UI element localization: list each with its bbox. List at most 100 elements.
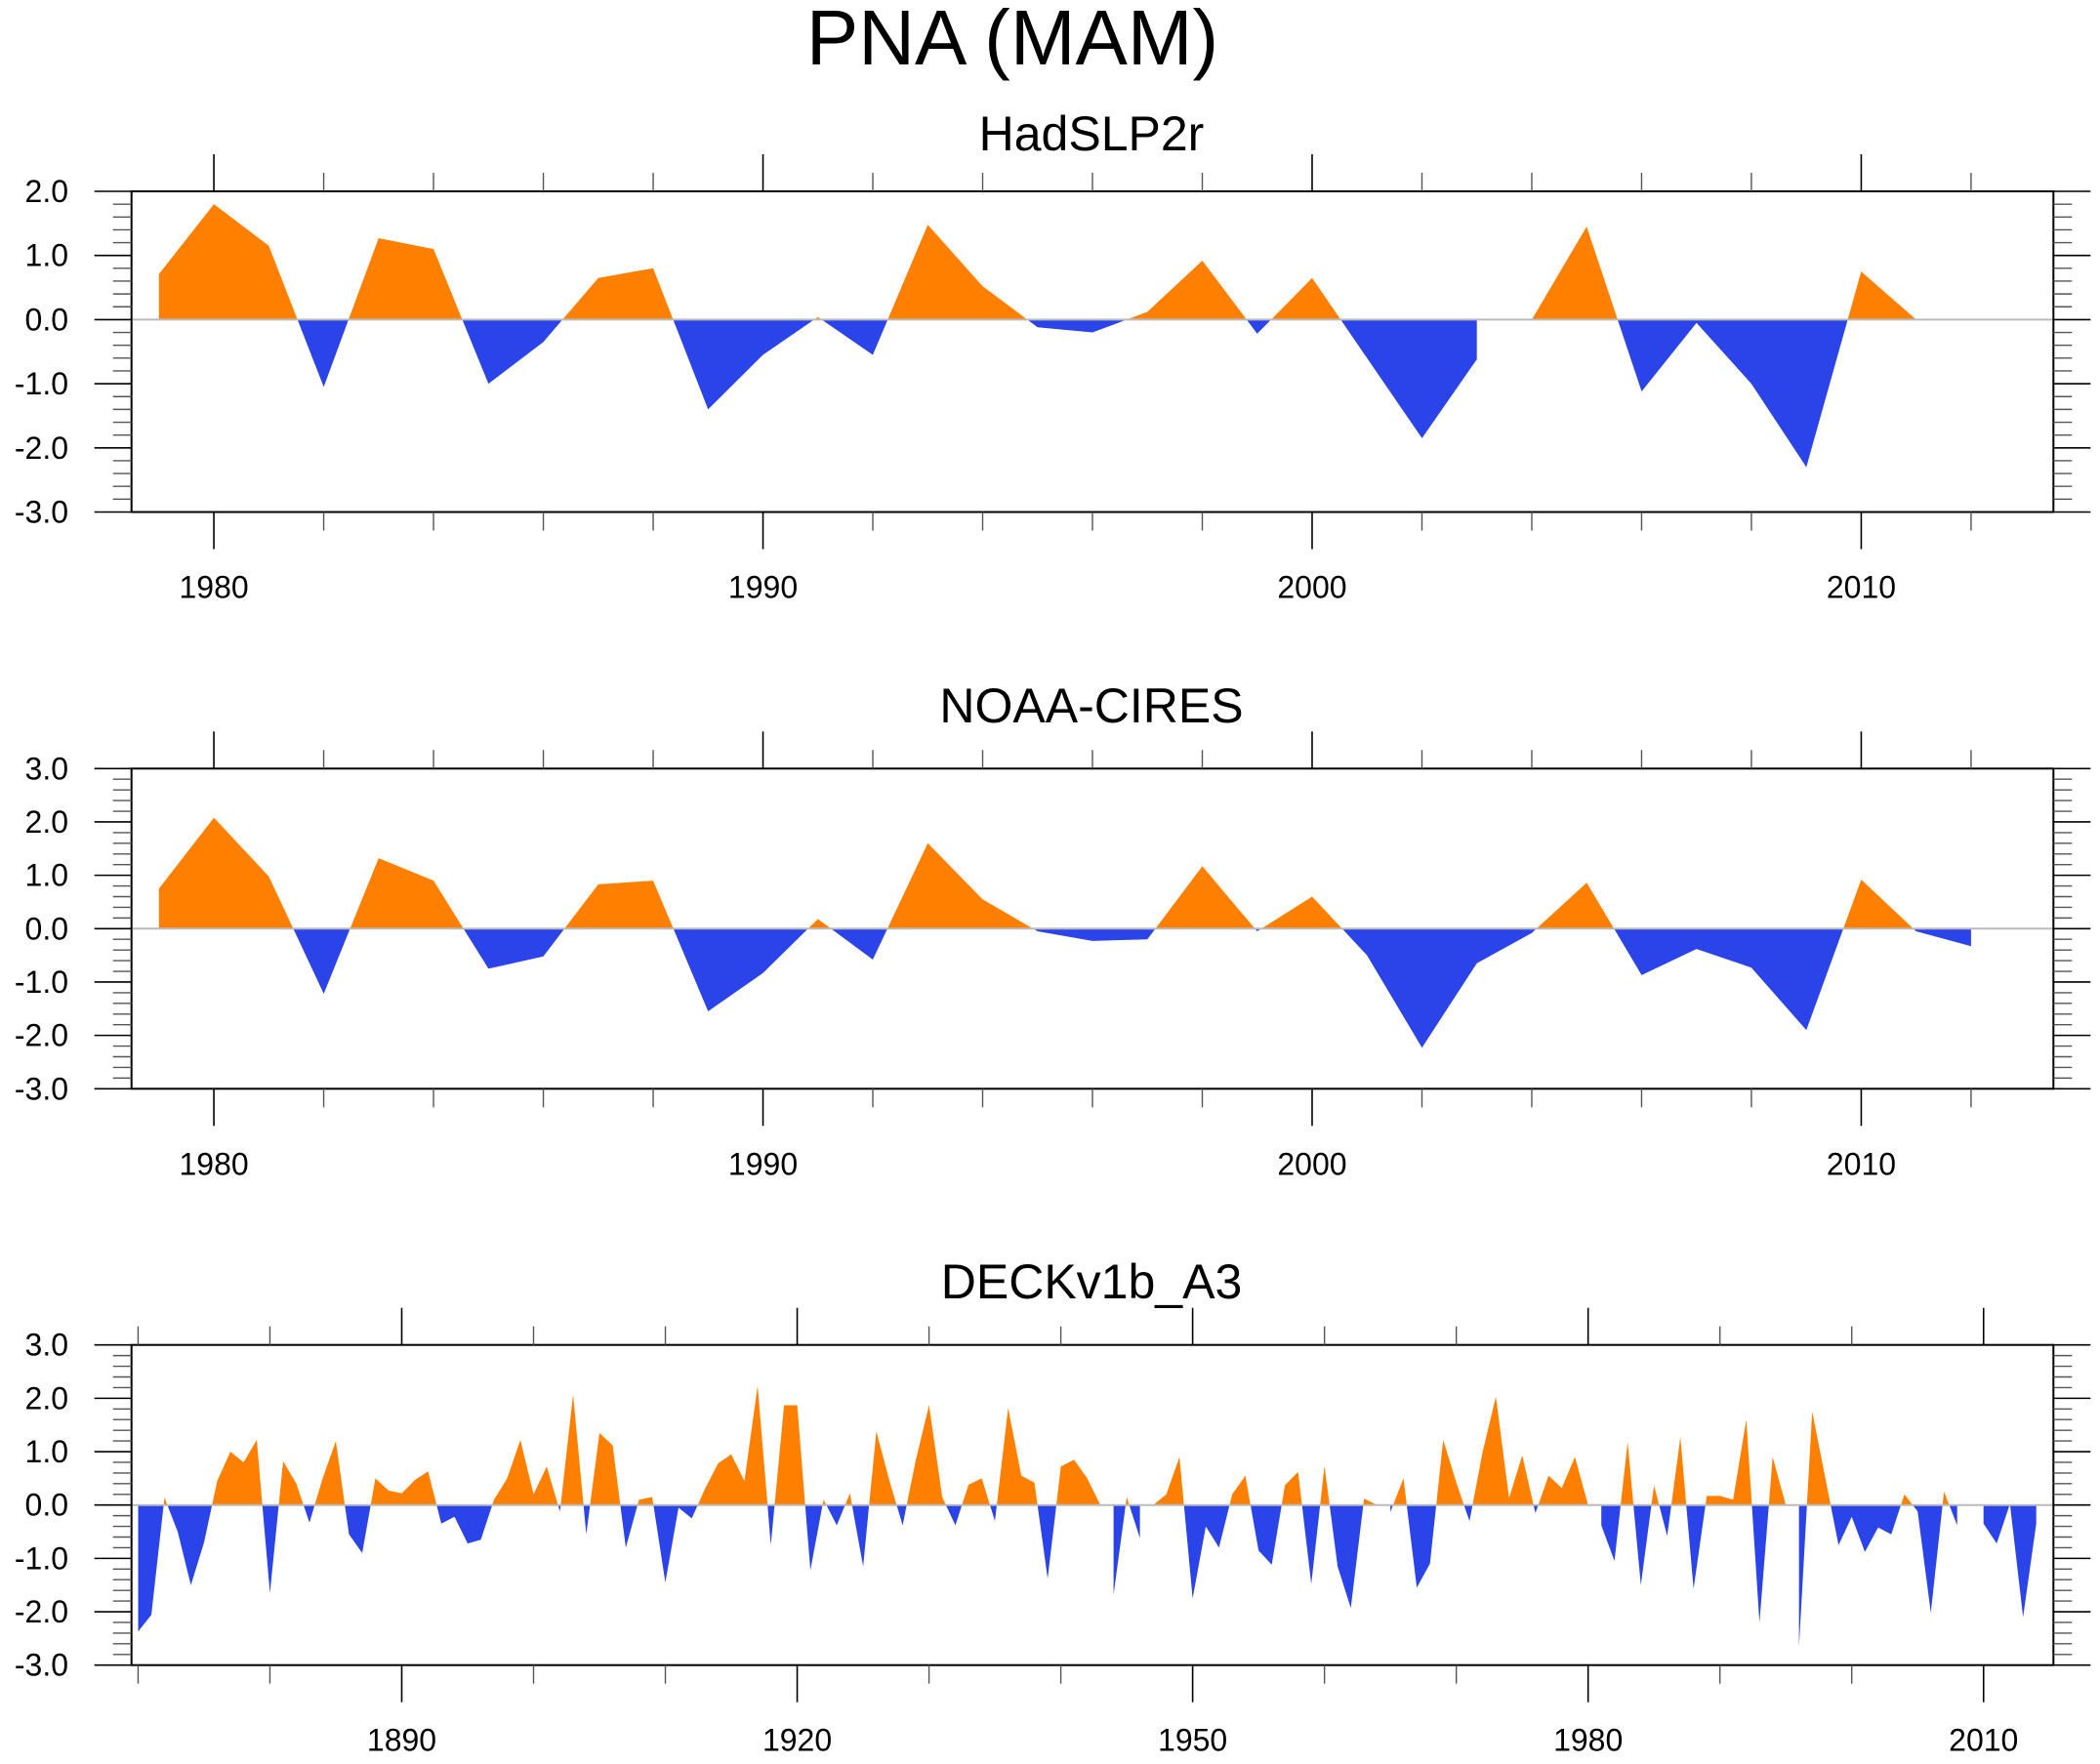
y-tick-label-deckv1b-a3: 3.0 xyxy=(25,1328,68,1363)
negative-area-deckv1b-a3-30 xyxy=(945,1504,963,1526)
positive-area-deckv1b-a3-49 xyxy=(1392,1478,1407,1505)
positive-area-deckv1b-a3-43 xyxy=(1281,1471,1302,1505)
x-tick-label-noaa-cires: 1990 xyxy=(728,1146,798,1181)
negative-area-deckv1b-a3-46 xyxy=(1329,1504,1364,1609)
negative-area-noaa-cires-9 xyxy=(1033,928,1156,941)
y-tick-label-deckv1b-a3: -3.0 xyxy=(15,1648,68,1683)
y-tick-label-hadslp2r: -1.0 xyxy=(15,366,68,401)
positive-area-noaa-cires-2 xyxy=(350,858,464,929)
negative-area-deckv1b-a3-54 xyxy=(1533,1504,1539,1513)
positive-area-deckv1b-a3-13 xyxy=(560,1394,584,1505)
y-tick-label-hadslp2r: 1.0 xyxy=(25,238,68,273)
negative-area-noaa-cires-1 xyxy=(293,928,350,994)
positive-area-noaa-cires-14 xyxy=(1536,882,1615,929)
positive-area-noaa-cires-10 xyxy=(1155,866,1256,929)
negative-area-deckv1b-a3-64 xyxy=(1751,1504,1769,1622)
x-tick-label-noaa-cires: 2010 xyxy=(1827,1146,1896,1181)
negative-area-deckv1b-a3-50 xyxy=(1406,1504,1437,1588)
panel-title-hadslp2r: HadSLP2r xyxy=(979,106,1205,161)
series-area-deckv1b-a3 xyxy=(138,1385,2037,1647)
negative-area-deckv1b-a3-16 xyxy=(620,1504,638,1548)
negative-area-hadslp2r-7 xyxy=(821,319,888,355)
x-tick-label-noaa-cires: 2000 xyxy=(1277,1146,1346,1181)
x-tick-label-deckv1b-a3: 1950 xyxy=(1158,1723,1227,1758)
positive-area-deckv1b-a3-61 xyxy=(1670,1437,1687,1505)
negative-area-deckv1b-a3-14 xyxy=(583,1504,591,1535)
positive-area-deckv1b-a3-65 xyxy=(1768,1456,1787,1505)
negative-area-noaa-cires-5 xyxy=(673,928,808,1011)
positive-area-hadslp2r-16 xyxy=(1847,271,1916,320)
positive-area-deckv1b-a3-17 xyxy=(638,1497,654,1505)
positive-area-deckv1b-a3-11 xyxy=(492,1440,558,1505)
y-tick-label-deckv1b-a3: -2.0 xyxy=(15,1594,68,1629)
negative-area-hadslp2r-5 xyxy=(673,319,814,410)
positive-area-hadslp2r-8 xyxy=(887,225,1028,320)
negative-area-deckv1b-a3-76 xyxy=(2009,1504,2037,1618)
positive-area-hadslp2r-4 xyxy=(562,267,674,320)
negative-area-deckv1b-a3-56 xyxy=(1601,1504,1621,1562)
negative-area-hadslp2r-3 xyxy=(462,319,563,385)
panel-title-deckv1b-a3: DECKv1b_A3 xyxy=(941,1254,1243,1309)
positive-area-deckv1b-a3-23 xyxy=(822,1499,827,1505)
x-tick-label-hadslp2r: 1990 xyxy=(728,570,798,605)
negative-area-deckv1b-a3-44 xyxy=(1301,1504,1321,1584)
y-tick-label-noaa-cires: 2.0 xyxy=(25,804,68,840)
negative-area-deckv1b-a3-24 xyxy=(826,1504,845,1526)
positive-area-hadslp2r-14 xyxy=(1532,226,1618,320)
positive-area-noaa-cires-6 xyxy=(807,919,832,929)
positive-area-deckv1b-a3-1 xyxy=(163,1497,168,1505)
negative-area-hadslp2r-9 xyxy=(1027,319,1128,333)
negative-area-deckv1b-a3-12 xyxy=(557,1504,561,1512)
y-tick-label-hadslp2r: -2.0 xyxy=(15,431,68,466)
positive-area-deckv1b-a3-19 xyxy=(697,1385,768,1505)
positive-area-deckv1b-a3-39 xyxy=(1153,1456,1184,1505)
positive-area-deckv1b-a3-45 xyxy=(1320,1465,1330,1505)
positive-area-noaa-cires-12 xyxy=(1261,896,1342,929)
positive-area-hadslp2r-12 xyxy=(1271,277,1341,320)
positive-area-hadslp2r-10 xyxy=(1127,261,1247,320)
negative-area-deckv1b-a3-72 xyxy=(1949,1504,1957,1526)
negative-area-deckv1b-a3-28 xyxy=(896,1504,907,1526)
negative-area-deckv1b-a3-8 xyxy=(345,1504,371,1553)
y-tick-label-hadslp2r: 2.0 xyxy=(25,174,68,209)
positive-area-deckv1b-a3-15 xyxy=(590,1432,621,1505)
y-tick-label-deckv1b-a3: 0.0 xyxy=(25,1488,68,1523)
negative-area-deckv1b-a3-58 xyxy=(1633,1504,1652,1585)
negative-area-noaa-cires-15 xyxy=(1614,928,1844,1031)
figure-title: PNA (MAM) xyxy=(806,0,1218,81)
negative-area-deckv1b-a3-60 xyxy=(1659,1504,1671,1537)
negative-area-deckv1b-a3-68 xyxy=(1831,1504,1902,1552)
positive-area-deckv1b-a3-5 xyxy=(278,1460,304,1505)
positive-area-deckv1b-a3-7 xyxy=(314,1441,346,1505)
positive-area-deckv1b-a3-31 xyxy=(962,1478,990,1505)
y-tick-label-noaa-cires: 1.0 xyxy=(25,858,68,893)
panel-deckv1b-a3: DECKv1b_A3 3.0 2.0 1.0 0.0 -1.0 -2.0 -3.0 1890 1… xyxy=(15,1254,2091,1758)
negative-area-deckv1b-a3-4 xyxy=(262,1504,279,1593)
negative-area-hadslp2r-1 xyxy=(297,319,349,388)
panel-title-noaa-cires: NOAA-CIRES xyxy=(939,678,1243,733)
positive-area-deckv1b-a3-59 xyxy=(1651,1485,1660,1505)
x-tick-label-deckv1b-a3: 1890 xyxy=(367,1723,436,1758)
y-tick-label-deckv1b-a3: 2.0 xyxy=(25,1380,68,1415)
y-tick-label-hadslp2r: 0.0 xyxy=(25,302,68,337)
positive-area-deckv1b-a3-51 xyxy=(1436,1440,1464,1505)
x-tick-label-hadslp2r: 1980 xyxy=(179,570,248,605)
positive-area-noaa-cires-4 xyxy=(564,881,674,929)
negative-area-deckv1b-a3-66 xyxy=(1798,1504,1807,1647)
axes-noaa-cires: 3.0 2.0 1.0 0.0 -1.0 -2.0 -3.0 1980 1990 2000 2010 xyxy=(15,731,2091,1181)
negative-area-deckv1b-a3-18 xyxy=(653,1504,698,1582)
positive-area-deckv1b-a3-35 xyxy=(1056,1459,1101,1505)
negative-area-deckv1b-a3-22 xyxy=(804,1504,823,1571)
positive-area-hadslp2r-2 xyxy=(349,238,463,320)
positive-area-deckv1b-a3-33 xyxy=(997,1408,1038,1505)
positive-area-noaa-cires-8 xyxy=(887,842,1034,929)
negative-area-deckv1b-a3-36 xyxy=(1113,1504,1126,1595)
y-tick-label-noaa-cires: -1.0 xyxy=(15,964,68,1000)
positive-area-deckv1b-a3-53 xyxy=(1472,1396,1534,1505)
negative-area-deckv1b-a3-48 xyxy=(1390,1504,1393,1512)
negative-area-hadslp2r-15 xyxy=(1617,319,1848,468)
positive-area-deckv1b-a3-57 xyxy=(1621,1442,1634,1505)
y-tick-label-hadslp2r: -3.0 xyxy=(15,495,68,530)
y-tick-label-noaa-cires: 3.0 xyxy=(25,751,68,786)
